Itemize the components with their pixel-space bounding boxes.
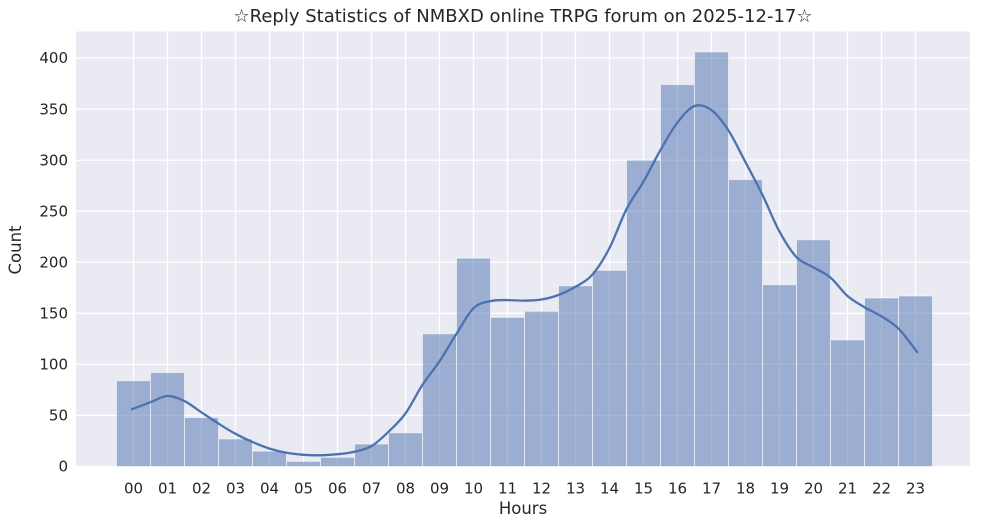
- y-tick-label: 150: [39, 305, 68, 323]
- bar-hour-01: [150, 372, 185, 468]
- y-tick-label: 250: [39, 202, 68, 220]
- x-tick-label: 09: [430, 480, 449, 498]
- x-tick-label: 13: [566, 480, 585, 498]
- bar-hour-02: [184, 417, 219, 467]
- bar-hour-03: [218, 438, 253, 467]
- bar-hour-10: [456, 257, 491, 468]
- bar-hour-14: [592, 269, 627, 467]
- bar-hour-18: [728, 179, 763, 467]
- kde-curve: [130, 104, 919, 457]
- y-axis-label: Count: [6, 225, 25, 275]
- y-tick-labels: 0 50 100 150 200 250 300 350 400: [39, 49, 68, 476]
- x-tick-label: 03: [226, 480, 245, 498]
- bar-hour-19: [762, 284, 797, 468]
- x-tick-label: 02: [192, 480, 211, 498]
- y-tick-label: 0: [58, 458, 68, 476]
- bar-hour-00: [116, 380, 151, 468]
- bar-hour-09: [422, 333, 457, 467]
- x-tick-label: 06: [328, 480, 347, 498]
- x-axis-label: Hours: [499, 499, 547, 518]
- bar-hour-15: [626, 159, 661, 467]
- x-tick-label: 11: [498, 480, 517, 498]
- y-tick-label: 350: [39, 100, 68, 118]
- x-tick-label: 23: [906, 480, 925, 498]
- bar-hour-04: [252, 450, 287, 468]
- chart-title: ☆Reply Statistics of NMBXD online TRPG f…: [234, 6, 813, 27]
- y-tick-label: 300: [39, 151, 68, 169]
- x-tick-label: 14: [600, 480, 619, 498]
- histogram-bars: [116, 51, 933, 468]
- x-tick-label: 20: [804, 480, 823, 498]
- x-tick-label: 01: [158, 480, 177, 498]
- bar-hour-12: [524, 310, 559, 467]
- y-tick-label: 400: [39, 49, 68, 67]
- y-tick-label: 200: [39, 254, 68, 272]
- x-tick-label: 16: [668, 480, 687, 498]
- bar-hour-16: [660, 84, 695, 467]
- bar-hour-11: [490, 316, 525, 467]
- y-tick-label: 100: [39, 356, 68, 374]
- bar-hour-20: [796, 239, 831, 467]
- x-tick-label: 15: [634, 480, 653, 498]
- bar-hour-08: [388, 432, 423, 467]
- x-tick-label: 04: [260, 480, 279, 498]
- x-tick-label: 19: [770, 480, 789, 498]
- x-tick-label: 12: [532, 480, 551, 498]
- x-tick-label: 00: [124, 480, 143, 498]
- x-tick-labels: 00 01 02 03 04 05 06 07 08 09 10 11 12 13 14 15 16 17 18 19…: [124, 480, 925, 498]
- x-tick-label: 05: [294, 480, 313, 498]
- x-tick-label: 21: [838, 480, 857, 498]
- bar-hour-23: [898, 295, 933, 467]
- x-tick-label: 10: [464, 480, 483, 498]
- y-tick-label: 50: [49, 407, 68, 425]
- x-tick-label: 08: [396, 480, 415, 498]
- x-tick-label: 18: [736, 480, 755, 498]
- bar-hour-17: [694, 51, 729, 468]
- x-tick-label: 17: [702, 480, 721, 498]
- bar-hour-05: [286, 460, 321, 467]
- bar-hour-06: [320, 456, 355, 467]
- bar-hour-21: [830, 339, 865, 467]
- bar-hour-13: [558, 285, 593, 467]
- x-tick-label: 22: [872, 480, 891, 498]
- x-tick-label: 07: [362, 480, 381, 498]
